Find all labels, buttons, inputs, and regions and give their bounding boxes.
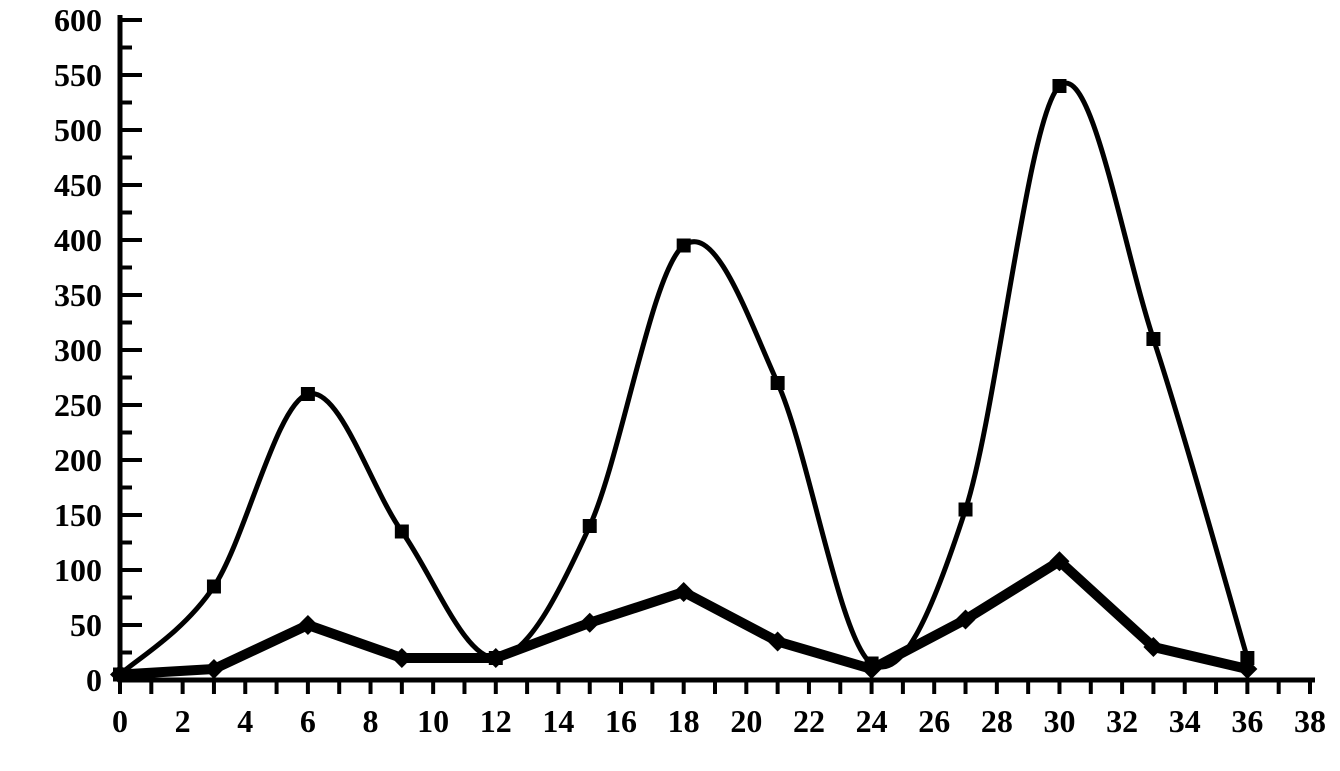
x-tick-label: 16	[605, 703, 637, 739]
y-tick-label: 150	[54, 497, 102, 533]
x-tick-label: 38	[1294, 703, 1326, 739]
y-tick-label: 300	[54, 332, 102, 368]
marker-square	[1052, 79, 1066, 93]
marker-square	[583, 519, 597, 533]
x-tick-label: 20	[730, 703, 762, 739]
marker-square	[395, 525, 409, 539]
x-tick-label: 4	[237, 703, 253, 739]
x-tick-label: 22	[793, 703, 825, 739]
x-tick-label: 12	[480, 703, 512, 739]
marker-square	[677, 239, 691, 253]
y-tick-label: 450	[54, 167, 102, 203]
y-tick-label: 100	[54, 552, 102, 588]
y-tick-label: 600	[54, 2, 102, 38]
chart-background	[0, 0, 1340, 771]
x-tick-label: 24	[856, 703, 888, 739]
x-tick-label: 30	[1043, 703, 1075, 739]
y-tick-label: 550	[54, 57, 102, 93]
x-tick-label: 18	[668, 703, 700, 739]
y-tick-label: 200	[54, 442, 102, 478]
marker-square	[301, 387, 315, 401]
marker-square	[207, 580, 221, 594]
x-tick-label: 14	[542, 703, 574, 739]
y-tick-label: 50	[70, 607, 102, 643]
x-tick-label: 6	[300, 703, 316, 739]
chart-container: 0501001502002503003504004505005506000246…	[0, 0, 1340, 771]
marker-square	[771, 376, 785, 390]
y-tick-label: 250	[54, 387, 102, 423]
y-tick-label: 400	[54, 222, 102, 258]
x-tick-label: 0	[112, 703, 128, 739]
y-tick-label: 350	[54, 277, 102, 313]
y-tick-label: 0	[86, 662, 102, 698]
x-tick-label: 10	[417, 703, 449, 739]
x-tick-label: 8	[363, 703, 379, 739]
marker-square	[1146, 332, 1160, 346]
x-tick-label: 34	[1169, 703, 1201, 739]
x-tick-label: 36	[1231, 703, 1263, 739]
x-tick-label: 28	[981, 703, 1013, 739]
marker-square	[959, 503, 973, 517]
x-tick-label: 2	[175, 703, 191, 739]
line-chart: 0501001502002503003504004505005506000246…	[0, 0, 1340, 771]
x-tick-label: 26	[918, 703, 950, 739]
x-tick-label: 32	[1106, 703, 1138, 739]
y-tick-label: 500	[54, 112, 102, 148]
